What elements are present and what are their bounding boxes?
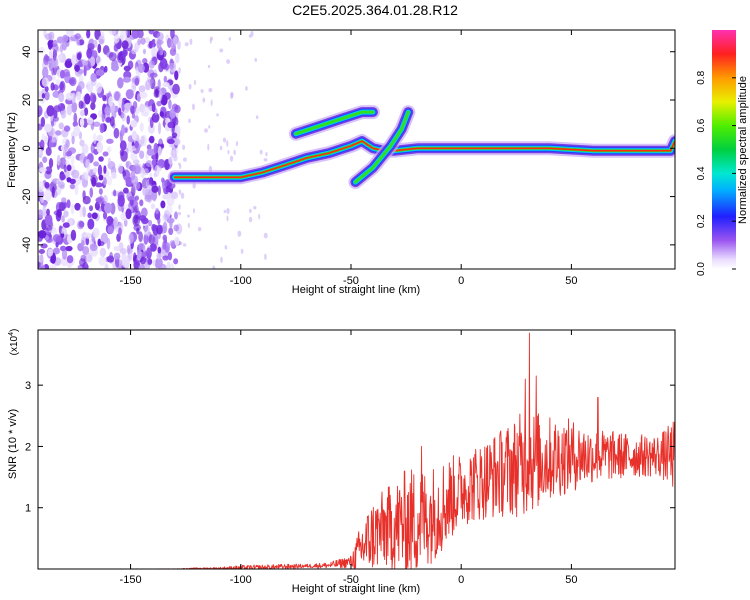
spectrogram-xtick-label: -100 bbox=[230, 275, 252, 287]
ridge-upper-branch bbox=[288, 105, 380, 141]
snr-ytick-label: 2 bbox=[25, 441, 31, 453]
spectrogram-ytick-label: 20 bbox=[21, 94, 33, 106]
colorbar-tick-label: 0.0 bbox=[696, 262, 707, 276]
colorbar-tick-label: 0.8 bbox=[696, 70, 707, 84]
colorbar-tick-label: 0.4 bbox=[696, 166, 707, 180]
snr-xlabel: Height of straight line (km) bbox=[292, 583, 420, 595]
snr-ytick-label: 3 bbox=[25, 380, 31, 392]
colorbar-tick-label: 0.6 bbox=[696, 118, 707, 132]
colorbar-gradient bbox=[712, 30, 736, 269]
chart-title: C2E5.2025.364.01.28.R12 bbox=[292, 2, 458, 18]
svg-text:(x104): (x104) bbox=[8, 329, 20, 356]
snr-multiplier-base: (x10 bbox=[9, 335, 20, 355]
snr-axes: -150 -100 -50 0 50 1 2 3 bbox=[25, 330, 675, 586]
spectrogram-xtick-label: 50 bbox=[565, 275, 577, 287]
spectrogram-axes: -150 -100 -50 0 50 -40 -20 0 20 40 bbox=[21, 30, 675, 287]
colorbar: 0.0 0.2 0.4 0.6 0.8 Normalized spectral ampl… bbox=[696, 30, 749, 276]
spectrogram-xlabel: Height of straight line (km) bbox=[292, 284, 420, 296]
spectrogram-ylabel: Frequency (Hz) bbox=[6, 112, 18, 188]
spectrogram-ytick-label: 40 bbox=[21, 46, 33, 58]
snr-xtick-label: -150 bbox=[120, 574, 142, 586]
snr-xtick-label: 50 bbox=[565, 574, 577, 586]
spectrogram-panel: -150 -100 -50 0 50 -40 -20 0 20 40 Height of stra… bbox=[6, 29, 676, 296]
snr-series-line bbox=[38, 332, 675, 569]
snr-ytick-label: 1 bbox=[25, 503, 31, 515]
spectrogram-heatmap bbox=[38, 30, 675, 269]
snr-frame bbox=[37, 329, 676, 570]
spectrogram-ytick-label: -40 bbox=[21, 237, 33, 253]
snr-ylabel: SNR (10 * v/v) bbox=[7, 409, 19, 479]
spectrogram-xtick-label: 0 bbox=[458, 275, 464, 287]
spectrogram-ytick-label: 0 bbox=[21, 145, 33, 151]
snr-panel: -150 -100 -50 0 50 1 2 3 Height of straight lin… bbox=[7, 329, 676, 595]
snr-multiplier-exp: 4 bbox=[8, 332, 15, 336]
ridge-diagonal bbox=[348, 105, 416, 190]
spectrogram-xtick-label: -50 bbox=[343, 275, 359, 287]
spectrogram-xtick-label: -150 bbox=[120, 275, 142, 287]
colorbar-tick-label: 0.2 bbox=[696, 214, 707, 228]
snr-xtick-label: 0 bbox=[458, 574, 464, 586]
snr-xtick-label: -100 bbox=[230, 574, 252, 586]
ridge-main bbox=[167, 134, 675, 185]
spectrogram-frame bbox=[37, 29, 676, 270]
snr-xtick-label: -50 bbox=[343, 574, 359, 586]
colorbar-label: Normalized spectral amplitude bbox=[737, 76, 749, 224]
spectrogram-ytick-label: -20 bbox=[21, 189, 33, 205]
snr-multiplier: (x104) bbox=[8, 329, 20, 356]
colorbar-ticks: 0.0 0.2 0.4 0.6 0.8 bbox=[696, 70, 736, 276]
